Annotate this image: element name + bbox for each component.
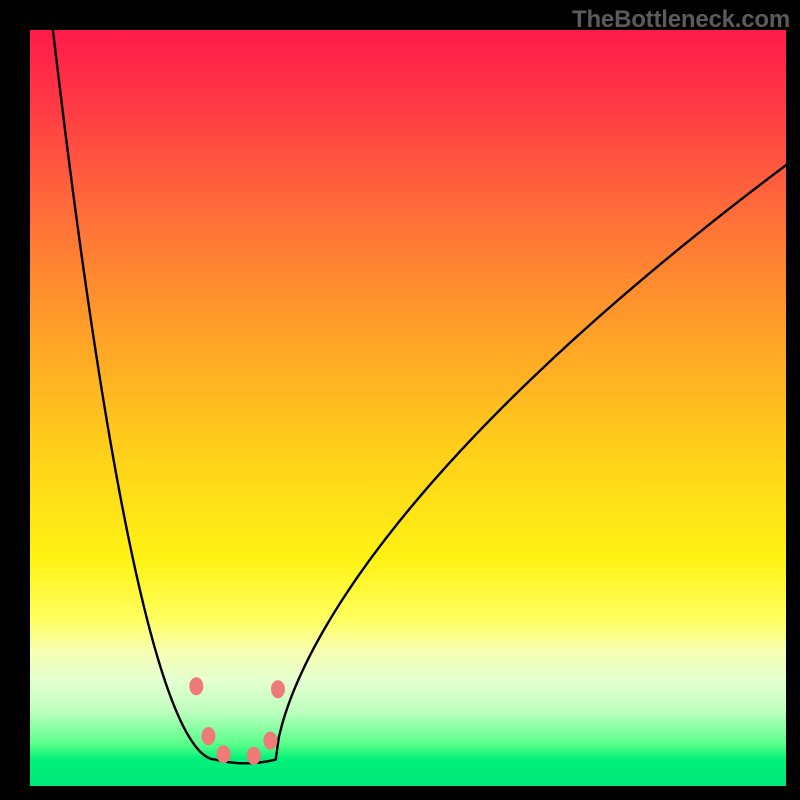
curve-layer	[30, 30, 786, 786]
valley-marker	[217, 745, 231, 763]
valley-marker	[189, 677, 203, 695]
valley-marker	[271, 680, 285, 698]
bottleneck-curve	[51, 30, 786, 763]
plot-area	[30, 30, 786, 786]
valley-marker	[263, 732, 277, 750]
watermark-label: TheBottleneck.com	[572, 6, 790, 34]
valley-marker	[247, 747, 261, 765]
valley-marker	[201, 727, 215, 745]
